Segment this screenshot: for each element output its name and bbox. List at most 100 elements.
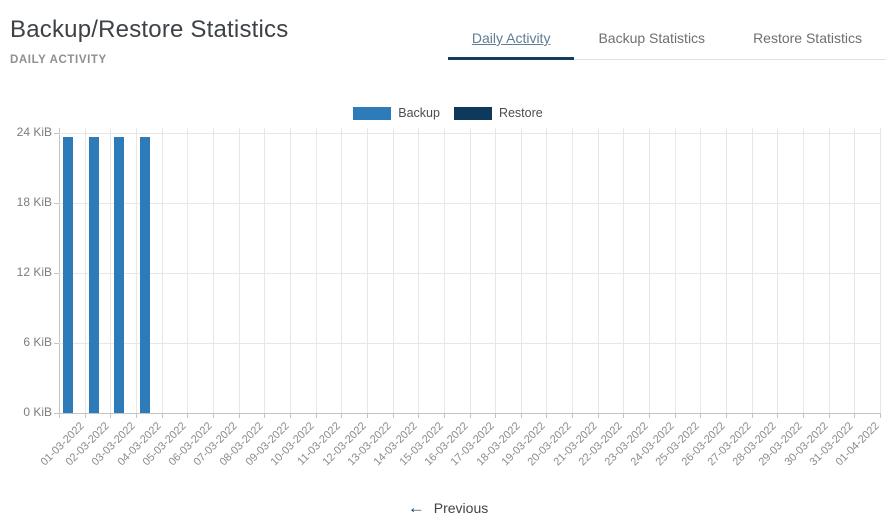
x-axis-tick [751, 413, 753, 418]
vertical-gridline [315, 128, 317, 413]
horizontal-gridline [59, 273, 880, 274]
x-axis-tick [264, 413, 266, 418]
vertical-gridline [623, 128, 625, 413]
horizontal-gridline [59, 133, 880, 134]
vertical-gridline [212, 128, 214, 413]
daily-activity-bar-chart: Backup Restore 0 KiB 6 KiB 12 KiB 18 KiB 24 K… [0, 100, 896, 480]
legend-label: Restore [498, 106, 543, 120]
backup-bar[interactable] [139, 137, 150, 413]
x-axis-tick [880, 413, 881, 418]
y-axis-tick [54, 203, 59, 204]
vertical-gridline [854, 128, 856, 413]
x-axis-tick [418, 413, 420, 418]
page-subtitle: DAILY ACTIVITY [10, 54, 107, 66]
tab-backup-statistics[interactable]: Backup Statistics [574, 0, 729, 59]
x-axis-tick [803, 413, 805, 418]
vertical-gridline [161, 128, 163, 413]
x-axis-tick [700, 413, 702, 418]
vertical-gridline [597, 128, 599, 413]
y-tick-label: 0 KiB [23, 405, 52, 419]
vertical-gridline [700, 128, 702, 413]
vertical-gridline [110, 128, 112, 413]
vertical-gridline [546, 128, 548, 413]
vertical-gridline [84, 128, 86, 413]
x-axis-tick [84, 413, 86, 418]
x-axis-tick [212, 413, 214, 418]
restore-swatch-icon [453, 106, 492, 120]
chart-legend: Backup Restore [0, 106, 896, 120]
vertical-gridline [880, 128, 881, 413]
legend-label: Backup [398, 106, 440, 120]
y-tick-label: 24 KiB [16, 125, 52, 139]
vertical-gridline [418, 128, 420, 413]
x-axis-tick [187, 413, 189, 418]
x-axis-tick [649, 413, 651, 418]
legend-item-restore[interactable]: Restore [453, 106, 543, 120]
y-tick-label: 12 KiB [16, 265, 52, 279]
vertical-gridline [289, 128, 291, 413]
y-tick-label: 18 KiB [16, 195, 52, 209]
backup-bar[interactable] [63, 137, 73, 413]
vertical-gridline [751, 128, 753, 413]
vertical-gridline [238, 128, 240, 413]
backup-bar[interactable] [114, 137, 125, 413]
previous-label: Previous [433, 499, 489, 516]
chart-plot-area: 0 KiB 6 KiB 12 KiB 18 KiB 24 KiB 01-03-2022 02… [0, 100, 896, 480]
vertical-gridline [674, 128, 676, 413]
x-axis-tick [110, 413, 112, 418]
y-axis-tick [54, 133, 59, 134]
x-axis-tick [777, 413, 779, 418]
vertical-gridline [572, 128, 574, 413]
x-axis-tick [238, 413, 240, 418]
y-axis-line [59, 128, 60, 413]
tab-daily-activity[interactable]: Daily Activity [447, 0, 575, 60]
vertical-gridline [777, 128, 779, 413]
x-axis-tick [726, 413, 728, 418]
x-axis-line [59, 413, 880, 414]
x-axis-tick [495, 413, 497, 418]
x-axis-tick [443, 413, 445, 418]
x-axis-tick [161, 413, 163, 418]
vertical-gridline [366, 128, 368, 413]
vertical-gridline [828, 128, 830, 413]
x-axis-tick [597, 413, 599, 418]
x-axis-tick [623, 413, 625, 418]
y-axis-tick [54, 343, 59, 344]
tab-restore-statistics-label: Restore Statistics [753, 30, 862, 46]
vertical-gridline [341, 128, 343, 413]
vertical-gridline [520, 128, 522, 413]
backup-bar[interactable] [88, 137, 99, 413]
x-axis-tick [828, 413, 830, 418]
tab-restore-statistics[interactable]: Restore Statistics [729, 0, 886, 59]
vertical-gridline [469, 128, 471, 413]
vertical-gridline [135, 128, 137, 413]
tab-backup-statistics-label: Backup Statistics [598, 30, 706, 46]
x-axis-tick [315, 413, 317, 418]
previous-page-link[interactable]: ← Previous [0, 499, 896, 516]
page-title: Backup/Restore Statistics [10, 16, 289, 43]
x-axis-tick [854, 413, 856, 418]
y-tick-label: 6 KiB [23, 335, 52, 349]
x-axis-tick [392, 413, 394, 418]
active-tab-indicator [447, 57, 575, 60]
y-axis-tick [54, 413, 59, 414]
vertical-gridline [264, 128, 266, 413]
tab-daily-activity-label: Daily Activity [471, 30, 551, 46]
arrow-left-icon: ← [407, 498, 425, 517]
x-axis-tick [59, 413, 60, 418]
vertical-gridline [649, 128, 651, 413]
vertical-gridline [726, 128, 728, 413]
x-axis-tick [366, 413, 368, 418]
vertical-gridline [187, 128, 189, 413]
x-axis-tick [469, 413, 471, 418]
x-axis-tick [341, 413, 343, 418]
x-axis-tick [546, 413, 548, 418]
vertical-gridline [443, 128, 445, 413]
vertical-gridline [392, 128, 394, 413]
x-axis-tick [135, 413, 137, 418]
horizontal-gridline [59, 343, 880, 344]
vertical-gridline [803, 128, 805, 413]
legend-item-backup[interactable]: Backup [353, 106, 440, 120]
y-axis-tick [54, 273, 59, 274]
